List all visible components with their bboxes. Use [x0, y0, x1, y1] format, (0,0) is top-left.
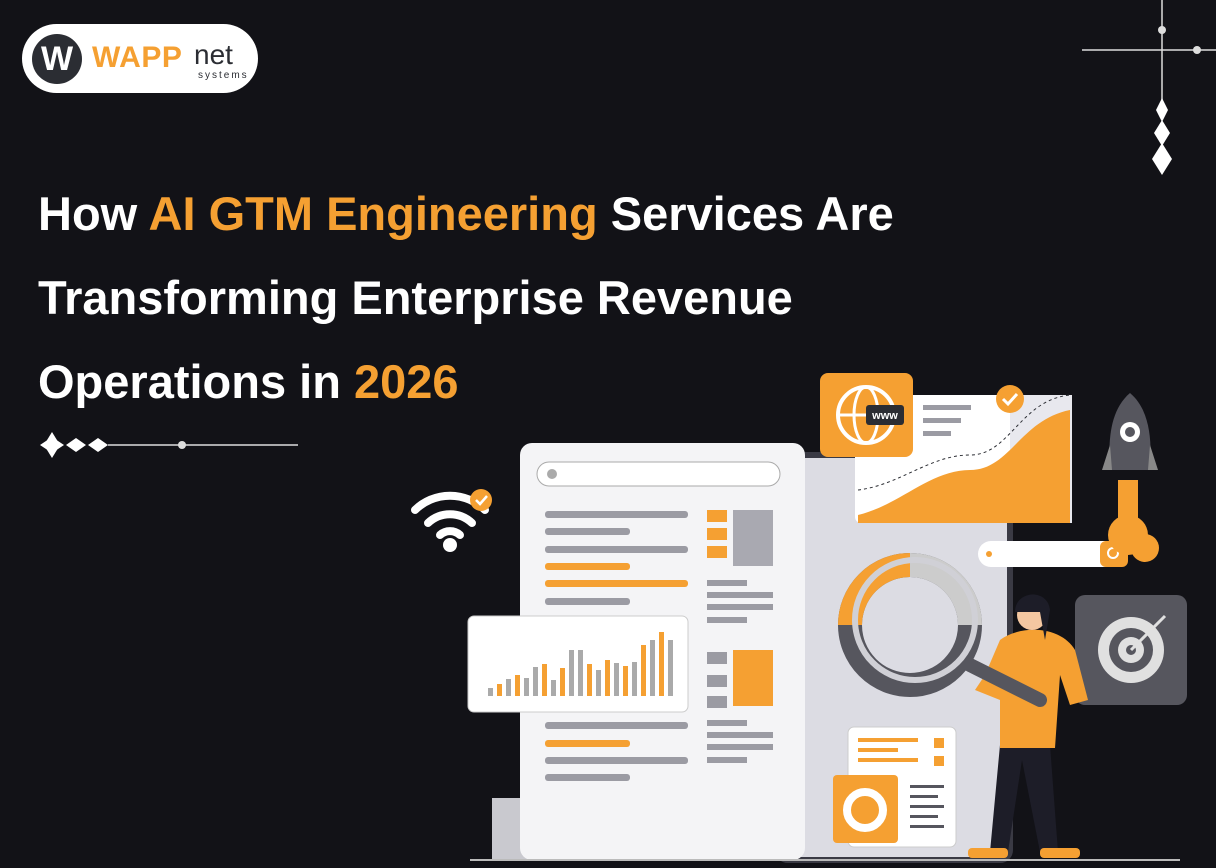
headline-text: Operations in — [38, 355, 354, 408]
headline: How AI GTM Engineering Services Are Trans… — [38, 172, 894, 424]
headline-text: Services Are — [597, 187, 894, 240]
headline-text: Transforming Enterprise Revenue — [38, 271, 793, 324]
decorative-bars — [488, 632, 673, 696]
headline-text: How — [38, 187, 149, 240]
globe-label: www — [871, 410, 898, 422]
logo-brand: WAPP — [92, 41, 183, 74]
headline-text: AI GTM Engineering — [148, 187, 598, 240]
rocket — [1102, 393, 1159, 562]
logo-mark: W — [32, 34, 82, 84]
headline-line: How AI GTM Engineering Services Are — [38, 172, 894, 256]
headline-line: Transforming Enterprise Revenue — [38, 256, 894, 340]
sparkles — [40, 98, 1172, 458]
logo: W WAPP net systems — [22, 24, 258, 93]
logo-tagline: systems — [198, 70, 249, 81]
text-lines — [545, 510, 773, 781]
headline-text: 2026 — [354, 355, 459, 408]
headline-line: Operations in 2026 — [38, 340, 894, 424]
logo-suffix: net — [194, 39, 233, 70]
person — [963, 594, 1088, 858]
